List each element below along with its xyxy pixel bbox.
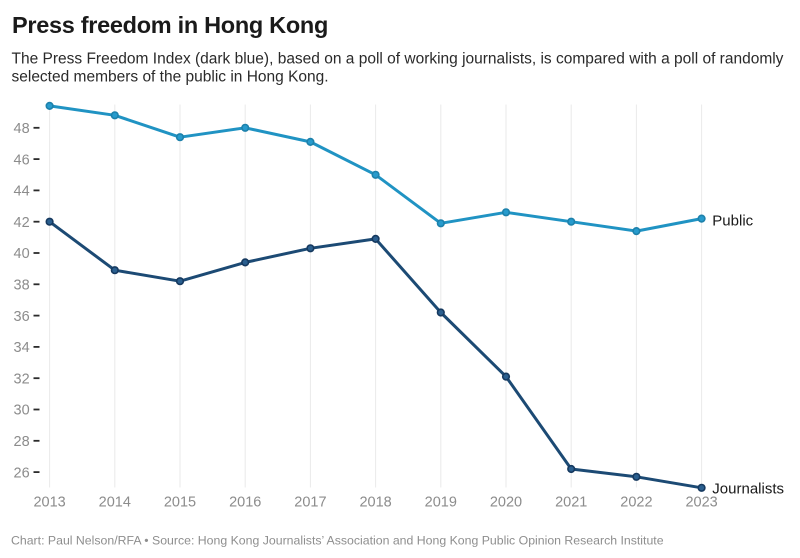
svg-text:2018: 2018	[359, 495, 391, 511]
svg-text:2016: 2016	[229, 495, 261, 511]
svg-text:26: 26	[14, 465, 30, 481]
svg-text:32: 32	[14, 371, 30, 387]
svg-text:34: 34	[14, 340, 30, 356]
svg-text:38: 38	[14, 278, 30, 294]
svg-text:2015: 2015	[164, 495, 196, 511]
svg-text:selected members of the public: selected members of the public in Hong K…	[12, 68, 329, 85]
svg-text:28: 28	[14, 434, 30, 450]
svg-text:2014: 2014	[99, 495, 131, 511]
svg-text:46: 46	[14, 152, 30, 168]
svg-text:42: 42	[14, 215, 30, 231]
svg-text:48: 48	[14, 121, 30, 137]
svg-text:2021: 2021	[555, 495, 587, 511]
svg-text:Public: Public	[712, 212, 753, 229]
svg-text:2020: 2020	[490, 495, 522, 511]
svg-text:30: 30	[14, 403, 30, 419]
svg-text:2019: 2019	[425, 495, 457, 511]
svg-text:Journalists: Journalists	[712, 481, 784, 498]
svg-text:The Press Freedom Index (dark: The Press Freedom Index (dark blue), bas…	[12, 51, 784, 68]
svg-text:Chart: Paul Nelson/RFA • Sourc: Chart: Paul Nelson/RFA • Source: Hong Ko…	[11, 533, 664, 547]
svg-text:Press freedom in Hong Kong: Press freedom in Hong Kong	[12, 12, 328, 38]
svg-text:36: 36	[14, 309, 30, 325]
svg-text:2023: 2023	[685, 495, 717, 511]
svg-text:2017: 2017	[294, 495, 326, 511]
svg-text:2022: 2022	[620, 495, 652, 511]
svg-text:2013: 2013	[33, 495, 65, 511]
svg-text:44: 44	[14, 184, 30, 200]
svg-text:40: 40	[14, 246, 30, 262]
